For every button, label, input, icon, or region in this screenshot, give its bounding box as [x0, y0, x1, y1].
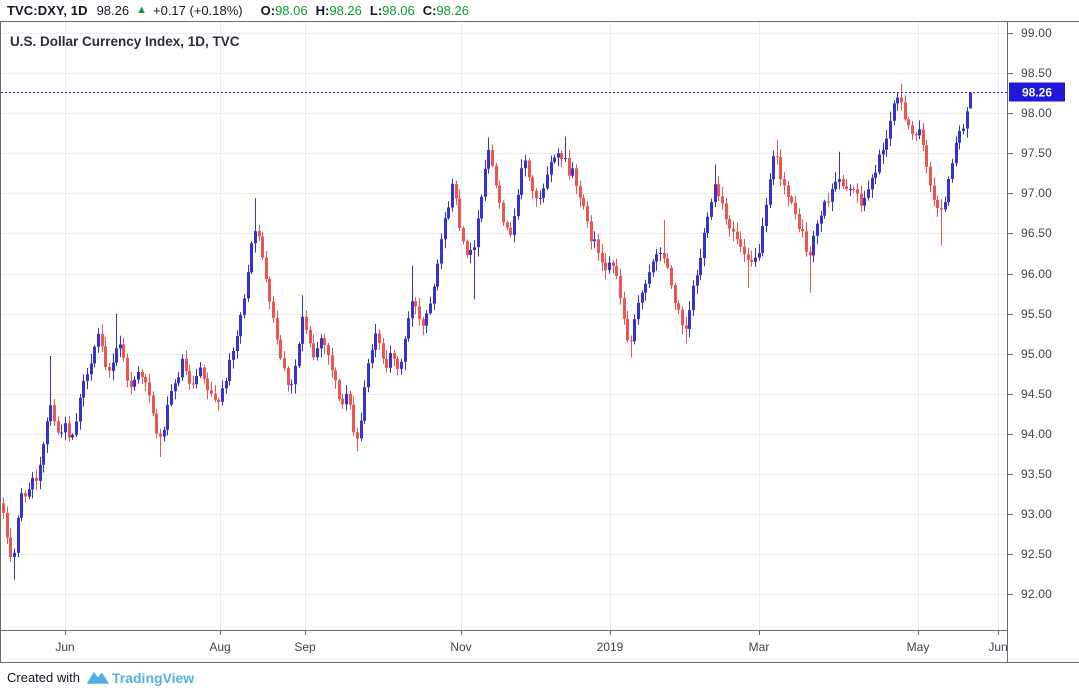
- time-tick-mark: [759, 631, 760, 635]
- price-tick-mark: [1008, 314, 1013, 315]
- price-tick-label: 98.50: [1021, 66, 1053, 80]
- price-tick-mark: [1008, 514, 1013, 515]
- tradingview-brand-link[interactable]: TradingView: [111, 669, 195, 686]
- current-price-badge: 98.26: [1009, 82, 1065, 102]
- price-tick-mark: [1008, 274, 1013, 275]
- last-price: 98.26: [96, 3, 130, 18]
- time-tick-mark: [461, 631, 462, 635]
- ohlc-pair: C:98.26: [422, 3, 469, 18]
- price-tick-label: 94.50: [1021, 387, 1053, 401]
- price-tick-mark: [1008, 394, 1013, 395]
- time-tick-label: Jun: [988, 640, 1008, 654]
- price-tick-mark: [1008, 434, 1013, 435]
- up-triangle-icon: ▲: [136, 4, 147, 16]
- price-tick-mark: [1008, 594, 1013, 595]
- price-tick-label: 95.50: [1021, 307, 1053, 321]
- candles-layer: [2, 83, 972, 580]
- price-change: +0.17 (+0.18%): [153, 3, 243, 18]
- time-tick-label: May: [906, 640, 930, 654]
- ohlc-pair: H:98.26: [315, 3, 362, 18]
- down-candle-bodies: [2, 97, 943, 557]
- time-tick-mark: [918, 631, 919, 635]
- price-tick-label: 96.50: [1021, 226, 1053, 240]
- ohlc-readout: O:98.06 H:98.26 L:98.06 C:98.26: [253, 3, 469, 18]
- ohlc-pair: L:98.06: [369, 3, 415, 18]
- axis-frame-line: [0, 662, 1079, 663]
- time-tick-label: Aug: [209, 640, 231, 654]
- price-tick-mark: [1008, 233, 1013, 234]
- attribution-footer: Created with TradingView: [0, 663, 1079, 692]
- price-tick-label: 97.00: [1021, 186, 1053, 200]
- symbol-title: TVC:DXY, 1D: [7, 3, 88, 18]
- price-tick-label: 98.00: [1021, 106, 1053, 120]
- quote-header: TVC:DXY, 1D 98.26 ▲ +0.17 (+0.18%) O:98.…: [0, 0, 1079, 21]
- time-tick-label: Mar: [748, 640, 770, 654]
- price-tick-label: 99.00: [1021, 26, 1053, 40]
- price-tick-label: 93.50: [1021, 467, 1053, 481]
- down-candle-wicks: [3, 83, 942, 562]
- price-tick-label: 96.00: [1021, 267, 1053, 281]
- price-tick-label: 92.50: [1021, 547, 1053, 561]
- price-tick-mark: [1008, 554, 1013, 555]
- price-tick-label: 97.50: [1021, 146, 1053, 160]
- price-axis[interactable]: 92.00 92.50 93.00 93.50 94.00 94.50 95.00 95.50…: [1007, 21, 1079, 663]
- price-tick-mark: [1008, 474, 1013, 475]
- candlestick-chart-canvas[interactable]: [1, 22, 1007, 630]
- price-tick-mark: [1008, 193, 1013, 194]
- time-tick-mark: [305, 631, 306, 635]
- time-tick-mark: [610, 631, 611, 635]
- time-tick-label: Jun: [55, 640, 75, 654]
- time-tick-mark: [65, 631, 66, 635]
- ohlc-pair: O:98.06: [260, 3, 308, 18]
- grid-layer: [1, 22, 1007, 630]
- time-tick-label: 2019: [596, 640, 624, 654]
- price-tick-label: 93.00: [1021, 507, 1053, 521]
- price-tick-mark: [1008, 354, 1013, 355]
- price-tick-label: 94.00: [1021, 427, 1053, 441]
- tradingview-logo-icon: [87, 670, 109, 685]
- time-axis[interactable]: Jun Aug Sep Nov 2019 Mar May Jun: [0, 630, 1008, 663]
- chart-plot-area[interactable]: U.S. Dollar Currency Index, 1D, TVC: [0, 21, 1007, 630]
- time-tick-mark: [998, 631, 999, 635]
- time-tick-label: Sep: [294, 640, 316, 654]
- price-tick-label: 95.00: [1021, 347, 1053, 361]
- price-tick-mark: [1008, 73, 1013, 74]
- price-tick-mark: [1008, 33, 1013, 34]
- created-with-text: Created with: [7, 670, 80, 685]
- price-tick-mark: [1008, 153, 1013, 154]
- time-tick-mark: [220, 631, 221, 635]
- time-tick-label: Nov: [450, 640, 472, 654]
- price-tick-label: 92.00: [1021, 587, 1053, 601]
- price-tick-mark: [1008, 113, 1013, 114]
